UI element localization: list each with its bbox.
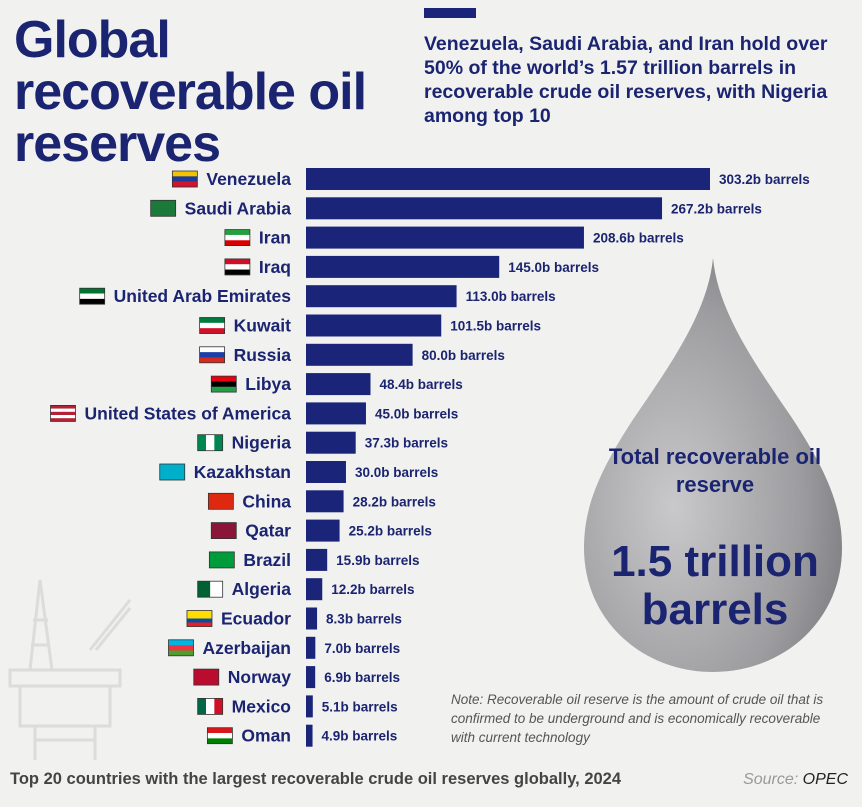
iraq-flag-icon: [224, 258, 251, 276]
oman-flag-icon: [206, 727, 233, 745]
brazil-flag-icon: [208, 551, 235, 569]
mexico-flag-icon: [197, 698, 224, 715]
category-label: Norway: [228, 667, 291, 687]
category-label: Iran: [259, 228, 291, 248]
value-label: 80.0b barrels: [422, 348, 505, 363]
category-label: Iraq: [259, 257, 291, 277]
bar-libya: [306, 373, 371, 396]
category-label: Algeria: [232, 579, 292, 599]
value-label: 8.3b barrels: [326, 612, 402, 627]
bar-china: [306, 490, 344, 513]
usa-flag-icon: [50, 404, 76, 422]
category-label: Azerbaijan: [203, 638, 292, 658]
value-label: 5.1b barrels: [322, 699, 398, 714]
value-label: 303.2b barrels: [719, 172, 810, 187]
category-label: Brazil: [243, 550, 291, 570]
source-label: Source:: [743, 771, 799, 788]
bar-kazakhstan: [306, 461, 346, 483]
ecuador-flag-icon: [186, 610, 213, 627]
value-label: 4.9b barrels: [322, 729, 398, 744]
bar-united-states-of-america: [306, 402, 366, 425]
bar-ecuador: [306, 607, 318, 630]
footnote: Note: Recoverable oil reserve is the amo…: [451, 692, 824, 745]
bar-mexico: [306, 695, 313, 718]
qatar-flag-icon: [210, 522, 237, 540]
chart-caption: Top 20 countries with the largest recove…: [10, 770, 622, 788]
source-name: OPEC: [802, 771, 848, 788]
bar-iraq: [306, 255, 500, 278]
bar-kuwait: [306, 314, 442, 337]
iran-flag-icon: [224, 229, 251, 246]
bar-oman: [306, 724, 313, 747]
bar-brazil: [306, 548, 328, 571]
source-credit: Source: OPEC: [743, 771, 848, 789]
bar-algeria: [306, 578, 323, 601]
category-label: Saudi Arabia: [185, 198, 292, 218]
value-label: 12.2b barrels: [331, 582, 414, 597]
category-label: Nigeria: [232, 433, 292, 453]
bar-venezuela: [306, 168, 710, 190]
value-label: 145.0b barrels: [508, 260, 599, 275]
bar-saudi-arabia: [306, 197, 663, 220]
value-label: 28.2b barrels: [353, 494, 436, 509]
bar-chart: 303.2b barrels Venezuela 267.2b barrels Sau…: [50, 168, 810, 747]
value-label: 7.0b barrels: [324, 641, 400, 656]
page-subtitle: Venezuela, Saudi Arabia, and Iran hold o…: [424, 33, 828, 127]
category-label: United Arab Emirates: [114, 286, 292, 306]
total-reserve-caption: Total recoverable oil reserve: [608, 444, 822, 497]
libya-flag-icon: [210, 375, 237, 393]
russia-flag-icon: [199, 346, 226, 364]
category-label: Qatar: [245, 521, 291, 541]
bar-norway: [306, 666, 316, 689]
bar-nigeria: [306, 431, 356, 454]
bar-qatar: [306, 519, 340, 542]
kazakhstan-flag-icon: [159, 463, 186, 481]
uae-flag-icon: [79, 287, 106, 305]
bar-united-arab-emirates: [306, 285, 457, 308]
bar-azerbaijan: [306, 636, 316, 659]
value-label: 45.0b barrels: [375, 406, 458, 421]
value-label: 25.2b barrels: [349, 524, 432, 539]
nigeria-flag-icon: [197, 434, 224, 452]
azerbaijan-flag-icon: [168, 639, 194, 657]
value-label: 15.9b barrels: [336, 553, 419, 568]
saudi-arabia-flag-icon: [150, 199, 177, 217]
venezuela-flag-icon: [171, 170, 198, 188]
category-label: China: [242, 491, 291, 511]
value-label: 101.5b barrels: [450, 319, 541, 334]
accent-bar: [424, 8, 476, 18]
value-label: 208.6b barrels: [593, 231, 684, 246]
value-label: 267.2b barrels: [671, 201, 762, 216]
category-label: United States of America: [85, 403, 292, 423]
category-label: Kazakhstan: [194, 462, 291, 482]
category-label: Libya: [245, 374, 291, 394]
bar-russia: [306, 343, 413, 366]
category-label: Venezuela: [206, 169, 291, 189]
china-flag-icon: [207, 492, 234, 510]
category-label: Oman: [241, 726, 291, 746]
bar-iran: [306, 226, 584, 249]
value-label: 30.0b barrels: [355, 465, 438, 480]
category-label: Ecuador: [221, 609, 291, 629]
value-label: 48.4b barrels: [379, 377, 462, 392]
algeria-flag-icon: [197, 580, 224, 598]
page-title: Global recoverable oil reserves: [14, 11, 367, 173]
norway-flag-icon: [193, 668, 220, 686]
value-label: 113.0b barrels: [466, 289, 556, 304]
oil-rig-illustration: [8, 579, 132, 760]
value-label: 6.9b barrels: [324, 670, 400, 685]
kuwait-flag-icon: [199, 317, 226, 334]
total-reserve-value: 1.5 trillion barrels: [611, 537, 819, 634]
value-label: 37.3b barrels: [365, 436, 448, 451]
category-label: Mexico: [232, 696, 291, 716]
oil-drop-icon: [584, 258, 842, 672]
category-label: Kuwait: [234, 316, 292, 336]
category-label: Russia: [234, 345, 292, 365]
